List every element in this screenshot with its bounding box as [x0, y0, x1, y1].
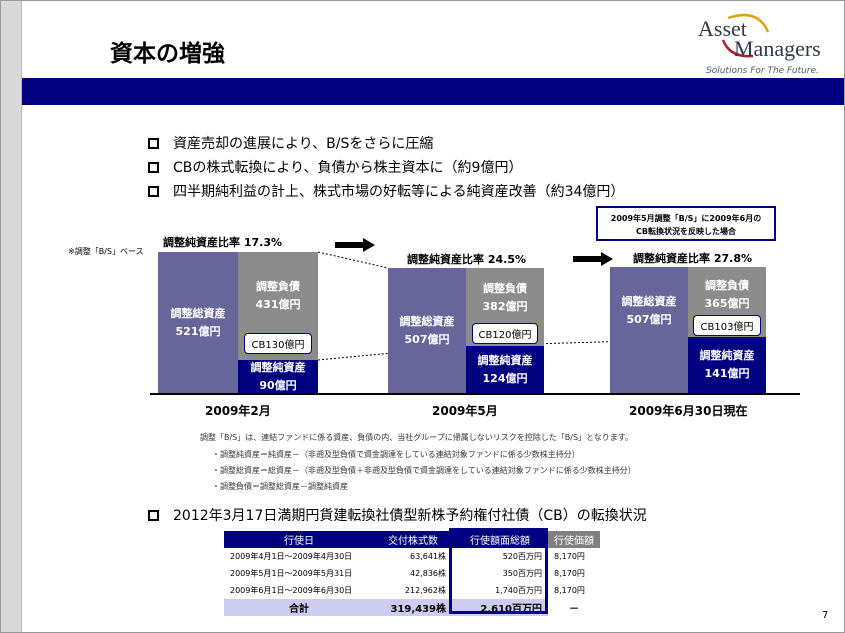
square-bullet-icon [148, 185, 159, 197]
x-label: 2009年5月 [432, 404, 498, 418]
basis-note: ※調整「B/S」ベース [68, 247, 144, 256]
arrow-right-icon [335, 238, 375, 252]
bullet-item: 四半期純利益の計上、株式市場の好転等による純資産改善（約34億円） [148, 181, 624, 201]
x-label: 2009年2月 [205, 404, 271, 418]
note-line: 調整「B/S」は、連結ファンドに係る資産、負債の内、当社グループに帰属しないリス… [200, 433, 633, 442]
note-line: ・調整総資産＝総資産－（非遡及型負債＋非遡及型負債で資金調達をしている連結対象フ… [212, 466, 636, 475]
highlight-frame [449, 528, 548, 614]
square-bullet-icon [148, 161, 159, 173]
page-title: 資本の増強 [110, 41, 225, 67]
bar-net-assets: 調整純資産 124億円 [466, 346, 544, 393]
page-number: 7 [822, 610, 829, 621]
table-header: 行使日 交付株式数 行使額面総額 行使価額 [224, 531, 600, 548]
table-row: 2009年5月1日～2009年5月31日 42,836株 350百万円 8,170円 [230, 569, 585, 578]
x-label: 2009年6月30日現在 [629, 404, 748, 418]
bar-net-assets: 調整純資産 141億円 [688, 337, 766, 393]
square-bullet-icon [148, 509, 159, 521]
ratio-label: 調整純資産比率 27.8% [633, 252, 752, 265]
bar-assets: 調整総資産 521億円 [158, 252, 238, 393]
table-total-row: 合計 319,439株 2,610百万円－ [224, 599, 600, 616]
bar-assets: 調整総資産 507億円 [610, 267, 688, 393]
table-row: 2009年6月1日～2009年6月30日 212,962株 1,740百万円 8,17… [230, 586, 585, 595]
bar-net-assets: 調整純資産 90億円 [238, 360, 318, 393]
bullet-item: CBの株式転換により、負債から株主資本に（約9億円） [148, 157, 522, 177]
left-band [0, 0, 22, 633]
cb-label: CB130億円 [244, 333, 312, 354]
header-band [22, 78, 845, 105]
ratio-label: 調整純資産比率 17.3% [163, 236, 282, 249]
cb-conversion-table: 行使日 交付株式数 行使額面総額 行使価額 2009年4月1日～2009年4月3… [224, 531, 600, 616]
note-line: ・調整純資産＝純資産－（非遡及型負債で資金調達をしている連結対象ファンドに係る少… [212, 450, 580, 459]
callout-box: 2009年5月調整「B/S」に2009年6月の CB転換状況を反映した場合 [596, 206, 776, 241]
note-line: ・調整負債＝調整総資産－調整純資産 [212, 482, 348, 491]
ratio-label: 調整純資産比率 24.5% [407, 253, 526, 266]
logo: Asset Managers Solutions For The Future. [690, 10, 840, 78]
cb-label: CB120億円 [472, 323, 538, 344]
arrow-right-icon [573, 252, 613, 266]
logo-arc-icon [721, 13, 770, 58]
table-row: 2009年4月1日～2009年4月30日 63,641株 520百万円 8,170円 [230, 552, 585, 561]
square-bullet-icon [148, 137, 159, 149]
cb-label: CB103億円 [693, 315, 761, 336]
bullet-item: 資産売却の進展により、B/Sをさらに圧縮 [148, 133, 433, 153]
cb-heading: 2012年3月17日満期円貨建転換社債型新株予約権付社債（CB）の転換状況 [148, 505, 647, 525]
bar-assets: 調整総資産 507億円 [388, 268, 466, 393]
